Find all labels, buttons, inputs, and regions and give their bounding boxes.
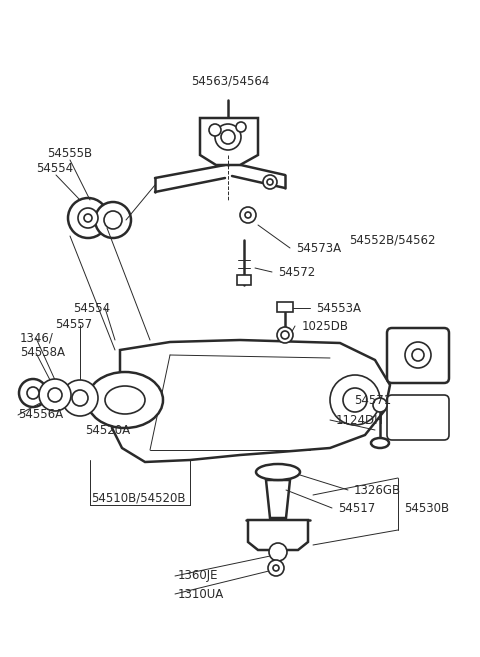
Polygon shape [277, 302, 293, 312]
Circle shape [240, 207, 256, 223]
Circle shape [267, 179, 273, 185]
Text: 1346/: 1346/ [20, 332, 54, 344]
Text: 1025DB: 1025DB [302, 319, 349, 332]
Text: 1360JE: 1360JE [178, 570, 218, 583]
Text: 54558A: 54558A [20, 346, 65, 359]
Circle shape [48, 388, 62, 402]
Polygon shape [112, 340, 390, 462]
Circle shape [245, 212, 251, 218]
Ellipse shape [371, 438, 389, 448]
Circle shape [84, 214, 92, 222]
Text: 1124DH: 1124DH [336, 413, 384, 426]
Circle shape [78, 208, 98, 228]
Circle shape [236, 122, 246, 132]
Polygon shape [266, 480, 290, 518]
Polygon shape [200, 118, 258, 165]
Text: 54571: 54571 [354, 394, 391, 407]
Text: 54517: 54517 [338, 501, 375, 514]
Circle shape [19, 379, 47, 407]
Text: 54530B: 54530B [404, 501, 449, 514]
Text: 54554: 54554 [73, 302, 110, 315]
Text: 54573A: 54573A [296, 242, 341, 254]
Circle shape [268, 560, 284, 576]
FancyBboxPatch shape [387, 395, 449, 440]
Ellipse shape [87, 372, 163, 428]
Text: 54572: 54572 [278, 265, 315, 279]
Text: 54553A: 54553A [316, 302, 361, 315]
Text: 54556A: 54556A [18, 409, 63, 422]
Polygon shape [248, 520, 308, 550]
Text: 54510B/54520B: 54510B/54520B [91, 491, 185, 505]
Text: 54554: 54554 [36, 162, 73, 175]
Circle shape [68, 198, 108, 238]
Text: 54520A: 54520A [85, 424, 131, 436]
Circle shape [39, 379, 71, 411]
Ellipse shape [256, 464, 300, 480]
Circle shape [281, 331, 289, 339]
Circle shape [215, 124, 241, 150]
Circle shape [27, 387, 39, 399]
Polygon shape [237, 275, 251, 285]
Circle shape [343, 388, 367, 412]
Circle shape [277, 327, 293, 343]
Circle shape [72, 390, 88, 406]
Circle shape [405, 342, 431, 368]
Ellipse shape [105, 386, 145, 414]
Circle shape [104, 211, 122, 229]
Text: 54557: 54557 [55, 319, 93, 332]
Text: 54563/54564: 54563/54564 [191, 75, 269, 88]
Text: 54555B: 54555B [48, 147, 93, 160]
Circle shape [62, 380, 98, 416]
FancyBboxPatch shape [387, 328, 449, 383]
Circle shape [330, 375, 380, 425]
Circle shape [95, 202, 131, 238]
Circle shape [269, 543, 287, 561]
Circle shape [221, 130, 235, 144]
Circle shape [263, 175, 277, 189]
Circle shape [209, 124, 221, 136]
Circle shape [273, 565, 279, 571]
Circle shape [373, 398, 387, 412]
Text: 1310UA: 1310UA [178, 587, 224, 600]
Text: 54552B/54562: 54552B/54562 [349, 233, 435, 246]
Text: 1326GB: 1326GB [354, 484, 401, 497]
Circle shape [412, 349, 424, 361]
